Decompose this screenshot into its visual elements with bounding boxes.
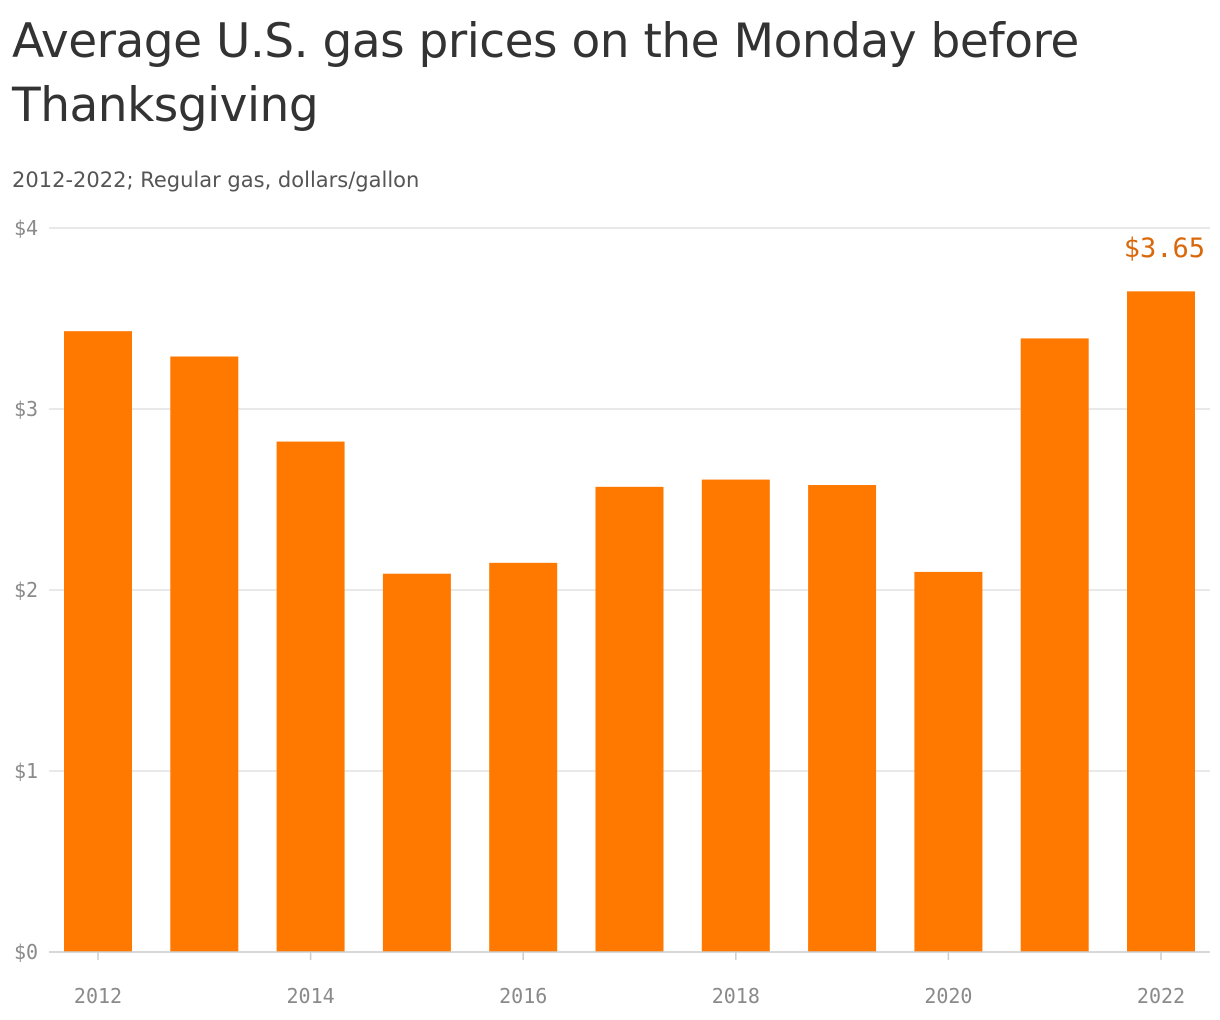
x-tick-label: 2022 xyxy=(1137,984,1185,1008)
bar-2022 xyxy=(1127,291,1195,953)
x-tick-label: 2018 xyxy=(712,984,760,1008)
labels: $0 $1 $2 $3 $4 2012 2014 2016 2018 2020 2022 $3.65 xyxy=(14,216,1205,1008)
bar-2021 xyxy=(1020,338,1089,952)
bar-2020 xyxy=(914,571,983,952)
y-tick-label: $1 xyxy=(14,759,38,783)
y-tick-label: $0 xyxy=(14,940,38,964)
x-tick-label: 2012 xyxy=(74,984,122,1008)
x-tick-label: 2014 xyxy=(287,984,335,1008)
bar-chart: $0 $1 $2 $3 $4 2012 2014 2016 2018 2020 2022 $3.65 xyxy=(14,216,1210,1008)
y-tick-label: $3 xyxy=(14,397,38,421)
bar-2019 xyxy=(808,485,877,952)
bar-2012 xyxy=(64,331,132,952)
bar-2017 xyxy=(595,486,664,952)
x-tick-label: 2020 xyxy=(924,984,972,1008)
bar-2013 xyxy=(170,356,239,952)
bar-2016 xyxy=(489,562,558,952)
value-label-2022: $3.65 xyxy=(1124,233,1205,264)
y-tick-label: $4 xyxy=(14,216,38,240)
x-axis xyxy=(49,951,1210,960)
y-tick-label: $2 xyxy=(14,578,38,602)
bar-2014 xyxy=(276,441,345,952)
bar-2018 xyxy=(701,479,770,952)
bars xyxy=(64,291,1195,953)
chart-title: Average U.S. gas prices on the Monday be… xyxy=(12,14,1079,133)
x-tick-label: 2016 xyxy=(499,984,547,1008)
bar-2015 xyxy=(382,573,451,952)
chart-subtitle: 2012-2022; Regular gas, dollars/gallon xyxy=(12,168,420,192)
